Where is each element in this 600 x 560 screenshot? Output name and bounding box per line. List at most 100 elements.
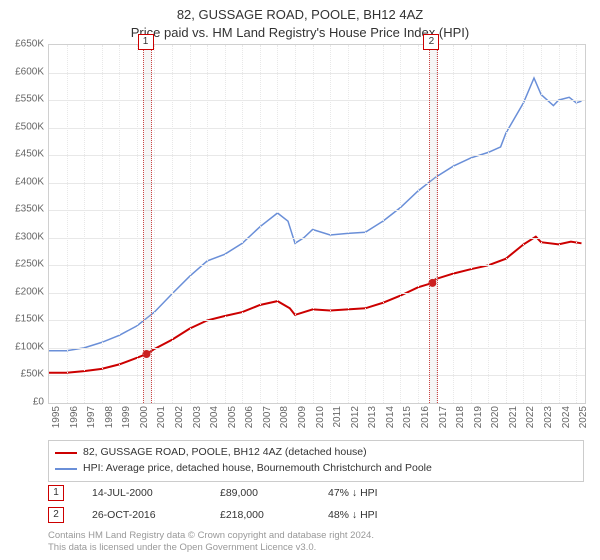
gridline-v	[295, 45, 296, 403]
x-axis-tick-label: 2008	[279, 406, 290, 428]
gridline-h	[49, 183, 585, 184]
x-axis-tick-label: 2001	[156, 406, 167, 428]
gridline-v	[576, 45, 577, 403]
gridline-v	[207, 45, 208, 403]
x-axis-tick-label: 1995	[51, 406, 62, 428]
x-axis-tick-label: 2005	[227, 406, 238, 428]
gridline-v	[488, 45, 489, 403]
y-axis-tick-label: £500K	[2, 121, 44, 132]
legend-swatch-hpi	[55, 468, 77, 470]
x-axis-tick-label: 2002	[174, 406, 185, 428]
x-axis-tick-label: 2010	[315, 406, 326, 428]
sale-marker-band	[143, 45, 151, 403]
y-axis-tick-label: £150K	[2, 314, 44, 325]
gridline-v	[471, 45, 472, 403]
gridline-v	[418, 45, 419, 403]
sale-marker-badge-top: 1	[138, 34, 154, 50]
sale-marker-price-2: £218,000	[220, 509, 300, 521]
legend-row-hpi: HPI: Average price, detached house, Bour…	[55, 461, 577, 477]
gridline-h	[49, 210, 585, 211]
gridline-v	[330, 45, 331, 403]
legend-row-property: 82, GUSSAGE ROAD, POOLE, BH12 4AZ (detac…	[55, 445, 577, 461]
x-axis-tick-label: 2017	[438, 406, 449, 428]
y-axis-tick-label: £300K	[2, 231, 44, 242]
sale-marker-delta-1: 47% ↓ HPI	[328, 487, 378, 499]
gridline-v	[559, 45, 560, 403]
gridline-v	[383, 45, 384, 403]
x-axis-tick-label: 2011	[332, 406, 343, 428]
y-axis-tick-label: £400K	[2, 176, 44, 187]
x-axis-tick-label: 1996	[69, 406, 80, 428]
gridline-v	[541, 45, 542, 403]
y-axis-tick-label: £450K	[2, 149, 44, 160]
gridline-h	[49, 265, 585, 266]
chart-titles: 82, GUSSAGE ROAD, POOLE, BH12 4AZ Price …	[0, 0, 600, 41]
gridline-v	[506, 45, 507, 403]
x-axis-tick-label: 2024	[561, 406, 572, 428]
title-line-1: 82, GUSSAGE ROAD, POOLE, BH12 4AZ	[0, 6, 600, 24]
x-axis-tick-label: 2012	[350, 406, 361, 428]
x-axis-tick-label: 2009	[297, 406, 308, 428]
x-axis-tick-label: 2014	[385, 406, 396, 428]
sale-marker-row-1: 1 14-JUL-2000 £89,000 47% ↓ HPI	[48, 482, 584, 504]
gridline-v	[523, 45, 524, 403]
legend: 82, GUSSAGE ROAD, POOLE, BH12 4AZ (detac…	[48, 440, 584, 482]
series-line	[49, 237, 582, 373]
gridline-v	[119, 45, 120, 403]
x-axis-tick-label: 2025	[578, 406, 589, 428]
x-axis-tick-label: 1998	[104, 406, 115, 428]
sale-marker-date-2: 26-OCT-2016	[92, 509, 192, 521]
y-axis-tick-label: £600K	[2, 66, 44, 77]
sale-marker-table: 1 14-JUL-2000 £89,000 47% ↓ HPI 2 26-OCT…	[48, 482, 584, 526]
y-axis-tick-label: £350K	[2, 204, 44, 215]
gridline-v	[242, 45, 243, 403]
price-chart	[48, 44, 586, 404]
gridline-v	[67, 45, 68, 403]
gridline-v	[137, 45, 138, 403]
gridline-v	[154, 45, 155, 403]
y-axis-tick-label: £100K	[2, 341, 44, 352]
x-axis-tick-label: 2000	[139, 406, 150, 428]
sale-marker-date-1: 14-JUL-2000	[92, 487, 192, 499]
gridline-h	[49, 375, 585, 376]
x-axis-tick-label: 1997	[86, 406, 97, 428]
gridline-v	[313, 45, 314, 403]
gridline-v	[365, 45, 366, 403]
y-axis-tick-label: £0	[2, 397, 44, 408]
data-license-footer: Contains HM Land Registry data © Crown c…	[48, 530, 584, 554]
sale-marker-delta-2: 48% ↓ HPI	[328, 509, 378, 521]
legend-label-hpi: HPI: Average price, detached house, Bour…	[83, 461, 432, 477]
gridline-v	[400, 45, 401, 403]
gridline-h	[49, 293, 585, 294]
y-axis-tick-label: £50K	[2, 369, 44, 380]
y-axis-tick-label: £550K	[2, 94, 44, 105]
x-axis-tick-label: 2023	[543, 406, 554, 428]
x-axis-tick-label: 2016	[420, 406, 431, 428]
x-axis-tick-label: 2013	[367, 406, 378, 428]
chart-svg	[49, 45, 585, 403]
sale-marker-band	[429, 45, 437, 403]
gridline-v	[348, 45, 349, 403]
gridline-h	[49, 348, 585, 349]
gridline-h	[49, 73, 585, 74]
gridline-h	[49, 128, 585, 129]
gridline-v	[225, 45, 226, 403]
gridline-v	[190, 45, 191, 403]
y-axis-tick-label: £250K	[2, 259, 44, 270]
x-axis-tick-label: 2020	[490, 406, 501, 428]
footer-line-2: This data is licensed under the Open Gov…	[48, 542, 584, 554]
y-axis-tick-label: £650K	[2, 39, 44, 50]
gridline-v	[260, 45, 261, 403]
x-axis-tick-label: 1999	[121, 406, 132, 428]
gridline-v	[172, 45, 173, 403]
footer-line-1: Contains HM Land Registry data © Crown c…	[48, 530, 584, 542]
sale-marker-price-1: £89,000	[220, 487, 300, 499]
x-axis-tick-label: 2007	[262, 406, 273, 428]
sale-marker-row-2: 2 26-OCT-2016 £218,000 48% ↓ HPI	[48, 504, 584, 526]
x-axis-tick-label: 2022	[525, 406, 536, 428]
x-axis-tick-label: 2015	[402, 406, 413, 428]
x-axis-tick-label: 2004	[209, 406, 220, 428]
sale-marker-badge-2: 2	[48, 507, 64, 523]
gridline-v	[102, 45, 103, 403]
legend-label-property: 82, GUSSAGE ROAD, POOLE, BH12 4AZ (detac…	[83, 445, 367, 461]
